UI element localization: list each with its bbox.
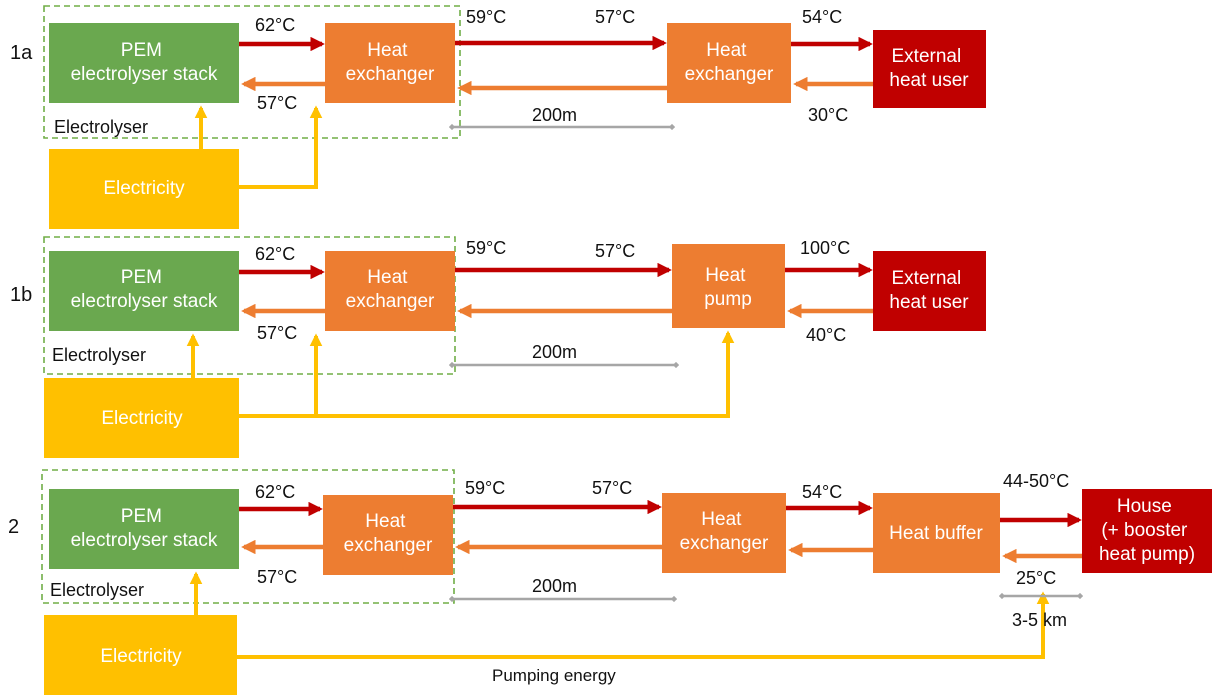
heat-buffer-text: Heat buffer bbox=[889, 523, 983, 544]
external-heat-user-text: External heat user bbox=[889, 46, 969, 91]
temp-buffer-in: 54°C bbox=[802, 482, 842, 502]
electrolyser-boundary bbox=[43, 236, 456, 375]
external-heat-user-box bbox=[873, 30, 986, 108]
heat-exchanger-2-box bbox=[667, 23, 791, 103]
distance-label: 200m bbox=[532, 576, 577, 596]
electrolyser-label: Electrolyser bbox=[50, 580, 144, 600]
row-label: 2 bbox=[8, 516, 19, 538]
pumping-energy-arrow bbox=[237, 591, 1050, 659]
temp-user-in: 54°C bbox=[802, 7, 842, 27]
temp-house-in: 44-50°C bbox=[1003, 471, 1069, 491]
temp-stack-out: 62°C bbox=[255, 244, 295, 264]
electricity-text: Electricity bbox=[103, 178, 185, 199]
electricity-text: Electricity bbox=[101, 408, 183, 429]
electricity-arrow-hx bbox=[239, 333, 323, 418]
temp-stack-out: 62°C bbox=[255, 482, 295, 502]
temp-stack-out: 62°C bbox=[255, 15, 295, 35]
heat-exchanger-2-box bbox=[662, 493, 786, 573]
heat-exchanger-text: Heat exchanger bbox=[346, 267, 435, 312]
temp-user-return: 30°C bbox=[808, 105, 848, 125]
temp-line-start: 59°C bbox=[465, 478, 505, 498]
electricity-arrow-heat-pump bbox=[316, 330, 735, 418]
heat-exchanger-text: Heat exchanger bbox=[346, 40, 435, 85]
electrolyser-boundary bbox=[43, 5, 461, 139]
electrolyser-boundary bbox=[41, 469, 455, 604]
house-box bbox=[1082, 489, 1212, 573]
pem-stack-box bbox=[49, 489, 239, 569]
heat-exchanger-box bbox=[325, 251, 455, 331]
heat-pump-text: Heat pump bbox=[704, 265, 752, 310]
row-label: 1b bbox=[10, 284, 32, 306]
electrolyser-label: Electrolyser bbox=[52, 345, 146, 365]
temp-user-return: 40°C bbox=[806, 325, 846, 345]
temp-line-end: 57°C bbox=[595, 7, 635, 27]
temp-stack-in: 57°C bbox=[257, 93, 297, 113]
temp-stack-in: 57°C bbox=[257, 567, 297, 587]
temp-stack-in: 57°C bbox=[257, 323, 297, 343]
heat-buffer-box bbox=[873, 493, 1000, 573]
house-text: House (+ booster heat pump) bbox=[1099, 496, 1195, 565]
electrolyser-label: Electrolyser bbox=[54, 117, 148, 137]
distance-label: 200m bbox=[532, 105, 577, 125]
heat-exchanger-box bbox=[323, 495, 453, 575]
pem-stack-box bbox=[49, 23, 239, 103]
heat-exchanger-2-text: Heat exchanger bbox=[680, 509, 769, 554]
pumping-energy-label: Pumping energy bbox=[492, 666, 616, 685]
electricity-arrow-hx bbox=[239, 105, 323, 189]
temp-line-start: 59°C bbox=[466, 238, 506, 258]
temp-user-in: 100°C bbox=[800, 238, 850, 258]
heat-exchanger-2-text: Heat exchanger bbox=[685, 40, 774, 85]
heat-pump-box bbox=[672, 244, 785, 328]
row-label: 1a bbox=[10, 42, 33, 64]
heat-exchanger-box bbox=[325, 23, 455, 103]
electricity-box bbox=[44, 378, 239, 458]
pem-stack-text: PEM electrolyser stack bbox=[71, 40, 218, 85]
temp-line-end: 57°C bbox=[595, 241, 635, 261]
external-heat-user-text: External heat user bbox=[889, 268, 969, 313]
electricity-text: Electricity bbox=[100, 646, 182, 667]
pem-stack-text: PEM electrolyser stack bbox=[71, 267, 218, 312]
distance-label-2: 3-5 km bbox=[1012, 610, 1067, 630]
row-1a: 1a Electrolyser PEM electrolyser stack H… bbox=[10, 5, 986, 229]
pem-stack-box bbox=[49, 251, 239, 331]
row-1b: 1b Electrolyser PEM electrolyser stack H… bbox=[10, 236, 986, 458]
row-2: 2 Electrolyser PEM electrolyser stack He… bbox=[8, 469, 1212, 695]
electricity-box bbox=[44, 615, 237, 695]
heat-exchanger-text: Heat exchanger bbox=[344, 511, 433, 556]
electricity-box bbox=[49, 149, 239, 229]
distance-label: 200m bbox=[532, 342, 577, 362]
temp-house-return: 25°C bbox=[1016, 568, 1056, 588]
temp-line-end: 57°C bbox=[592, 478, 632, 498]
pem-stack-text: PEM electrolyser stack bbox=[71, 506, 218, 551]
temp-line-start: 59°C bbox=[466, 7, 506, 27]
external-heat-user-box bbox=[873, 251, 986, 331]
